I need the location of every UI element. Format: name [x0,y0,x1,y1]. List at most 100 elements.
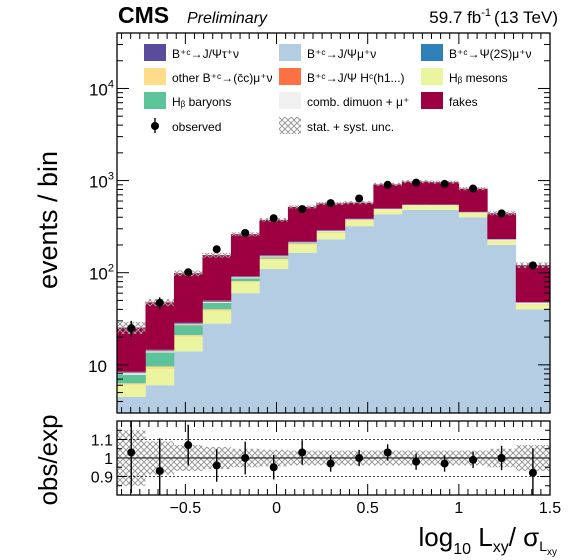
bar-other [117,383,146,386]
bar-psi2s [145,350,175,351]
bar-fakes [487,213,517,240]
bar-fakes [344,202,374,219]
bar-mu [117,396,146,413]
y-tick-label: 103 [89,171,114,192]
legend-item-hb: Hᵦ mesons [421,68,508,85]
bar-fakes [259,219,289,256]
x-tick-label: 1.5 [539,500,561,517]
bar-mu [202,323,232,413]
ratio-point [497,454,506,462]
bar-other [401,205,431,206]
bar-mu [173,351,203,413]
bar-hb [230,282,260,294]
bar-mu [259,268,289,413]
bar-hb [515,304,551,310]
main-frame [116,32,551,414]
obs-point [326,199,335,208]
legend-label: Hᵦ baryons [172,95,231,109]
stack-comb [117,205,551,375]
bar-baryons [117,374,146,384]
legend-label: fakes [449,95,478,109]
legend-label: B⁺ᶜ→Ψ(2S)μ⁺ν [449,47,532,61]
bar-baryons [287,243,317,244]
obs-point [241,228,250,237]
ratio-point [127,448,136,457]
bar-tau [202,300,232,301]
legend-item-fakes: fakes [421,92,478,109]
ratio-point [298,448,307,457]
bar-fakes [202,255,232,301]
bar-comb [287,242,317,244]
ratio-point [412,457,421,466]
x-label-log-base: 10 [453,541,471,558]
lumi-value: 59.7 fb [429,8,481,27]
ratio-point [155,466,164,475]
legend-item-unc: stat. + syst. unc. [279,117,394,134]
stack-hc [117,219,551,374]
x-label-xy: xy [493,539,509,556]
bar-hc [145,350,175,352]
stack-fakes [117,181,551,372]
legend-item-mu: B⁺ᶜ→J/Ψμ⁺ν [279,44,376,61]
bar-fakes [173,273,203,323]
obs-point [355,194,364,203]
bar-mu [487,244,517,413]
legend-swatch [279,117,301,134]
legend-item-baryons: Hᵦ baryons [144,92,231,109]
ratio-point [241,454,250,462]
unc-band [344,201,374,205]
legend-label: Hᵦ mesons [449,71,508,85]
legend-marker [151,122,159,130]
ratio-point [355,454,364,462]
bar-other [145,366,175,370]
ratio-x-ticks: −0.5 0 0.5 1 1.5 [121,421,561,517]
ratio-point [383,448,392,457]
bar-mu [373,214,403,413]
bar-tau [173,322,203,324]
bar-comb [515,302,551,304]
bar-hb [316,232,346,240]
obs-point [298,205,307,214]
legend-swatch [144,92,166,109]
bar-hb [373,210,403,215]
obs-point [269,214,278,223]
y-tick-label: 104 [89,78,114,99]
obs-point [184,268,193,277]
legend-label: B⁺ᶜ→J/Ψμ⁺ν [307,47,376,61]
bar-hc [202,301,232,303]
y-tick-label: 102 [89,263,114,284]
bar-mu [344,226,374,413]
bar-mu [401,209,431,413]
ratio-y-tick-label: 1 [104,451,113,468]
ratio-point [212,461,221,470]
bar-other [202,309,232,312]
bar-comb [259,256,289,258]
lumi-label: 59.7 fb-1 (13 TeV) [429,7,558,27]
ratio-plot: 0.911.1−0.5 0 0.5 1 1.5 [91,420,561,517]
bar-hb [287,244,317,253]
ratio-point [469,455,478,464]
obs-point [383,180,392,189]
bar-other [373,209,403,211]
bar-comb [487,239,517,241]
ratio-y-ticks: 0.9 11.1 [91,429,550,487]
legend-swatch [421,68,443,85]
ratio-point [184,441,193,450]
bar-hb [401,205,431,210]
bar-comb [316,231,346,232]
preliminary-label: Preliminary [187,10,268,27]
legend-item-comb: comb. dimuon + μ⁺ [279,92,409,109]
bar-hb [117,385,146,397]
stack-baryons [117,231,346,384]
y-axis-label: events / bin [33,151,63,289]
main-plot: 10 102 103 104 [88,32,551,414]
x-tick-label: −0.5 [170,500,202,517]
bar-fakes [316,203,346,231]
legend-item-other: other B⁺ᶜ→(c̄c)μ⁺ν [144,68,273,85]
obs-point [212,245,221,254]
x-tick-label: 0 [272,500,281,517]
bar-psi2s [173,323,203,324]
bar-baryons [230,278,260,282]
cms-label: CMS [118,2,169,28]
